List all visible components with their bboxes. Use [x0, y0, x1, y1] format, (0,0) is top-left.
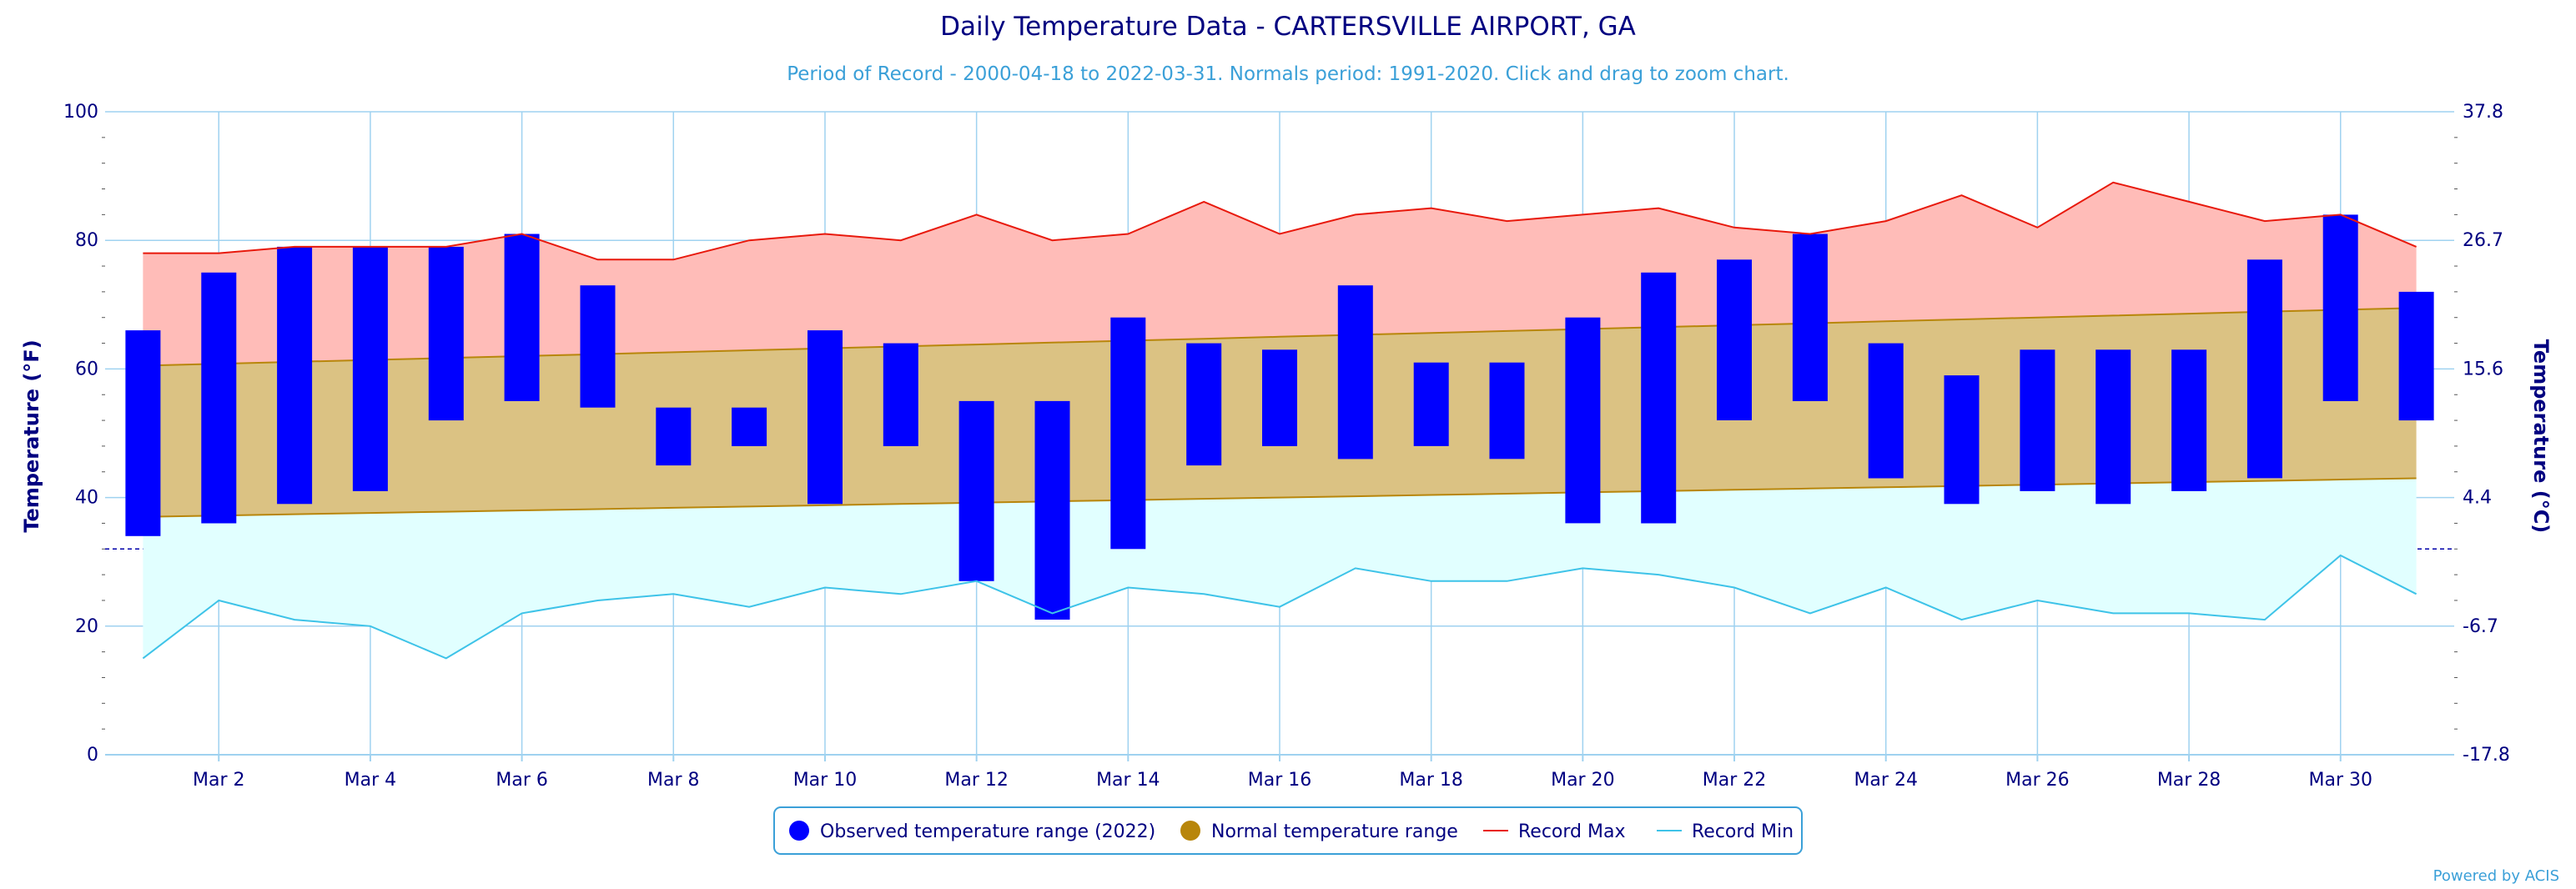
- x-tick-label: Mar 10: [793, 770, 858, 791]
- observed-bar: [2171, 349, 2207, 491]
- record-min-band: [143, 478, 2417, 659]
- observed-bar: [1717, 259, 1752, 420]
- observed-bar: [504, 234, 540, 401]
- observed-bars: [125, 214, 2434, 620]
- observed-bar: [732, 407, 767, 446]
- x-tick-label: Mar 12: [944, 770, 1009, 791]
- observed-bar: [1565, 317, 1601, 524]
- observed-bar: [2398, 291, 2434, 421]
- observed-bar: [352, 246, 388, 491]
- x-tick-label: Mar 6: [496, 770, 548, 791]
- axis-layer: Mar 2 Mar 4 Mar 6 Mar 8 Mar 10 Mar 12 Mar 14 Ma…: [63, 102, 2510, 791]
- observed-bar: [1186, 343, 1222, 466]
- legend-record-max-label[interactable]: Record Max: [1518, 821, 1626, 842]
- observed-bar: [2322, 214, 2358, 401]
- x-tick-label: Mar 22: [1703, 770, 1767, 791]
- y-tick-label-left: 0: [87, 745, 98, 766]
- x-tick-label: Mar 18: [1399, 770, 1463, 791]
- y-tick-label-left: 20: [75, 616, 98, 637]
- observed-bar: [277, 246, 313, 505]
- record-max-line: [143, 181, 2417, 261]
- observed-bar: [1413, 362, 1449, 446]
- legend-record-min-label[interactable]: Record Min: [1692, 821, 1794, 842]
- observed-bar: [125, 330, 161, 536]
- legend-observed-label[interactable]: Observed temperature range (2022): [820, 821, 1155, 842]
- observed-bar: [1489, 362, 1525, 460]
- y-tick-label-right: -6.7: [2463, 616, 2498, 637]
- observed-bar: [1262, 349, 1297, 446]
- record-lines: [142, 181, 2418, 660]
- observed-bar: [2246, 259, 2282, 479]
- y-tick-label-right: -17.8: [2463, 745, 2510, 766]
- observed-bar: [1868, 343, 1904, 479]
- x-tick-label: Mar 14: [1096, 770, 1160, 791]
- chart-legend: Observed temperature range (2022) Normal…: [773, 806, 1803, 855]
- x-tick-label: Mar 16: [1248, 770, 1312, 791]
- x-tick-label: Mar 30: [2308, 770, 2372, 791]
- observed-bar: [1034, 400, 1070, 620]
- x-tick-label: Mar 2: [193, 770, 245, 791]
- observed-bar: [1944, 375, 1980, 505]
- observed-bar: [883, 343, 918, 446]
- y-axis-title-left: Temperature (°F): [20, 339, 43, 532]
- y-tick-label-left: 40: [75, 488, 98, 509]
- x-tick-label: Mar 20: [1551, 770, 1615, 791]
- legend-normal-marker: [1180, 821, 1200, 841]
- x-tick-label: Mar 24: [1854, 770, 1918, 791]
- x-tick-label: Mar 4: [345, 770, 397, 791]
- record-min-line: [142, 554, 2418, 660]
- observed-bar: [2020, 349, 2055, 491]
- x-tick-label: Mar 8: [647, 770, 700, 791]
- chart-title: Daily Temperature Data - CARTERSVILLE AI…: [940, 12, 1636, 42]
- observed-bar: [2096, 349, 2131, 505]
- y-tick-label-right: 37.8: [2463, 102, 2503, 123]
- chart-subtitle: Period of Record - 2000-04-18 to 2022-03…: [787, 63, 1789, 85]
- legend-normal-label[interactable]: Normal temperature range: [1211, 821, 1458, 842]
- y-tick-label-left: 80: [75, 230, 98, 251]
- y-tick-label-left: 100: [63, 102, 98, 123]
- x-tick-label: Mar 26: [2005, 770, 2070, 791]
- x-tick-label: Mar 28: [2157, 770, 2221, 791]
- observed-bar: [201, 272, 237, 524]
- y-tick-label-right: 15.6: [2463, 359, 2503, 379]
- observed-bar: [958, 400, 994, 581]
- y-tick-label-right: 4.4: [2463, 488, 2492, 509]
- observed-bar: [580, 285, 616, 408]
- observed-bar: [1792, 234, 1828, 401]
- legend-observed-marker: [789, 821, 809, 841]
- legend-box: [773, 806, 1803, 855]
- observed-bar: [428, 246, 464, 421]
- y-tick-label-left: 60: [75, 359, 98, 379]
- observed-bar: [808, 330, 843, 505]
- observed-bar: [656, 407, 692, 466]
- observed-bar: [1337, 285, 1373, 460]
- y-tick-label-right: 26.7: [2463, 230, 2503, 251]
- observed-bar: [1641, 272, 1677, 524]
- observed-bar: [1110, 317, 1146, 550]
- y-axis-title-right: Temperature (°C): [2529, 339, 2553, 534]
- credit-link[interactable]: Powered by ACIS: [2433, 867, 2559, 885]
